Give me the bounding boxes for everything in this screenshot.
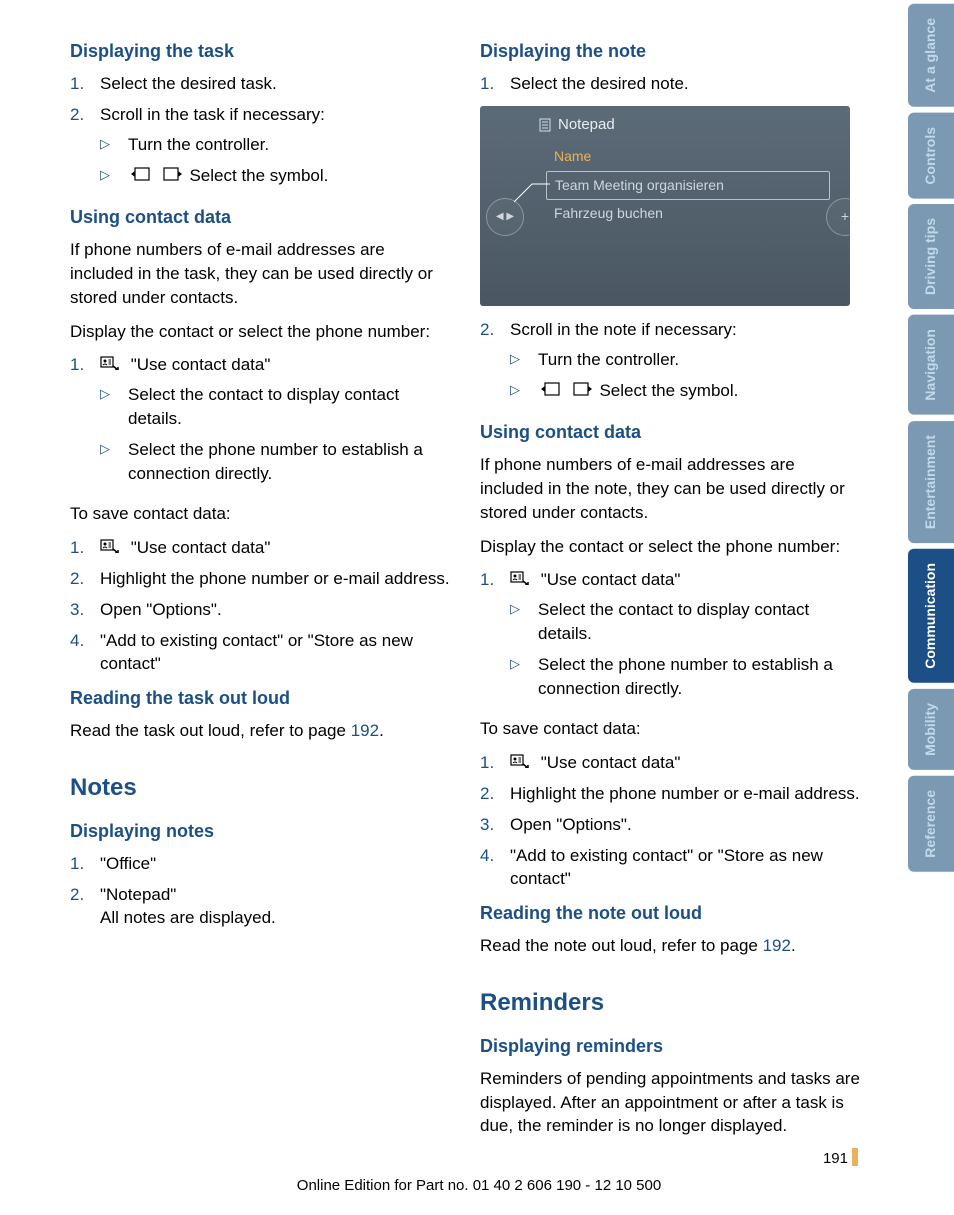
list-item: Select the symbol. [538, 379, 738, 403]
heading-displaying-notes: Displaying notes [70, 819, 450, 844]
list-item: "Office" [100, 852, 450, 876]
list-item: Select the desired task. [100, 72, 450, 96]
list-item: "Use contact data" [100, 536, 450, 560]
save-steps: 1. "Use contact data" 2.Highlight the ph… [480, 751, 860, 891]
left-column: Displaying the task 1.Select the desired… [70, 35, 450, 1148]
contact-steps: 1. "Use contact data" Select the contact… [480, 568, 860, 707]
note-steps-2: 2. Scroll in the note if necessary: Turn… [480, 318, 860, 410]
list-item: "Add to existing contact" or "Store as n… [510, 844, 860, 892]
page-link[interactable]: 192 [763, 936, 791, 955]
tab-reference[interactable]: Reference [908, 776, 954, 872]
page-number: 191 [70, 1148, 888, 1169]
page-link[interactable]: 192 [351, 721, 379, 740]
screenshot-name-label: Name [480, 141, 850, 171]
note-steps-1: 1.Select the desired note. [480, 72, 860, 96]
task-steps: 1.Select the desired task. 2. Scroll in … [70, 72, 450, 195]
heading-notes: Notes [70, 771, 450, 805]
list-item: Turn the controller. [538, 348, 679, 372]
paragraph: Display the contact or select the phone … [70, 320, 450, 344]
list-item: "Use contact data" Select the contact to… [510, 568, 860, 707]
tab-communication[interactable]: Communication [908, 549, 954, 683]
page-left-icon [541, 379, 561, 403]
paragraph: Reminders of pending appointments and ta… [480, 1067, 860, 1138]
list-item: Turn the controller. [128, 133, 269, 157]
side-tabs: At a glance Controls Driving tips Naviga… [908, 0, 954, 1215]
page-left-icon [131, 164, 151, 188]
heading-displaying-task: Displaying the task [70, 39, 450, 64]
contact-steps: 1. "Use contact data" Select the contact… [70, 353, 450, 492]
list-item: Open "Options". [510, 813, 860, 837]
save-steps: 1. "Use contact data" 2.Highlight the ph… [70, 536, 450, 676]
nav-plus-icon: + [826, 198, 850, 236]
footer-text: Online Edition for Part no. 01 40 2 606 … [70, 1175, 888, 1208]
right-column: Displaying the note 1.Select the desired… [480, 35, 860, 1148]
list-item: Highlight the phone number or e-mail add… [100, 567, 450, 591]
list-item: Select the phone number to establish a c… [538, 653, 860, 701]
paragraph: If phone numbers of e-mail addresses are… [70, 238, 450, 309]
list-item: Select the symbol. [128, 164, 328, 188]
contact-card-icon [100, 538, 120, 559]
paragraph: If phone numbers of e-mail addresses are… [480, 453, 860, 524]
page-right-icon [572, 379, 592, 403]
screenshot-row: Fahrzeug buchen [480, 200, 850, 228]
tab-controls[interactable]: Controls [908, 113, 954, 199]
notepad-screenshot: Notepad Name Team Meeting organisieren F… [480, 106, 850, 306]
list-item: "Use contact data" [510, 751, 860, 775]
page-right-icon [162, 164, 182, 188]
paragraph: Read the note out loud, refer to page 19… [480, 934, 860, 958]
notepad-icon [538, 118, 552, 132]
tab-navigation[interactable]: Navigation [908, 315, 954, 415]
page-number-marker [852, 1148, 858, 1166]
heading-reminders: Reminders [480, 986, 860, 1020]
list-item: "Add to existing contact" or "Store as n… [100, 629, 450, 677]
heading-displaying-reminders: Displaying reminders [480, 1034, 860, 1059]
list-item: "Use contact data" Select the contact to… [100, 353, 450, 492]
list-item: Highlight the phone number or e-mail add… [510, 782, 860, 806]
list-item: Select the phone number to establish a c… [128, 438, 450, 486]
tab-driving-tips[interactable]: Driving tips [908, 204, 954, 309]
notes-steps: 1."Office" 2. "Notepad" All notes are di… [70, 852, 450, 930]
list-item: Select the desired note. [510, 72, 860, 96]
paragraph: Read the task out loud, refer to page 19… [70, 719, 450, 743]
contact-card-icon [510, 753, 530, 774]
paragraph: To save contact data: [70, 502, 450, 526]
list-item: Select the contact to display contact de… [128, 383, 450, 431]
contact-card-icon [510, 570, 530, 591]
heading-using-contact: Using contact data [480, 420, 860, 445]
tab-mobility[interactable]: Mobility [908, 689, 954, 770]
list-item: Open "Options". [100, 598, 450, 622]
heading-displaying-note: Displaying the note [480, 39, 860, 64]
tab-entertainment[interactable]: Entertainment [908, 421, 954, 543]
pointer-line-icon [514, 174, 550, 204]
contact-card-icon [100, 355, 120, 376]
tab-at-a-glance[interactable]: At a glance [908, 4, 954, 107]
list-item: Scroll in the note if necessary: Turn th… [510, 318, 860, 410]
list-item: Scroll in the task if necessary: Turn th… [100, 103, 450, 195]
paragraph: To save contact data: [480, 717, 860, 741]
heading-using-contact: Using contact data [70, 205, 450, 230]
list-item: "Notepad" All notes are displayed. [100, 883, 450, 931]
screenshot-row-selected: Team Meeting organisieren [546, 171, 830, 201]
list-item: Select the contact to display contact de… [538, 598, 860, 646]
heading-reading-task: Reading the task out loud [70, 686, 450, 711]
screenshot-title: Notepad [480, 106, 850, 141]
paragraph: Display the contact or select the phone … [480, 535, 860, 559]
heading-reading-note: Reading the note out loud [480, 901, 860, 926]
